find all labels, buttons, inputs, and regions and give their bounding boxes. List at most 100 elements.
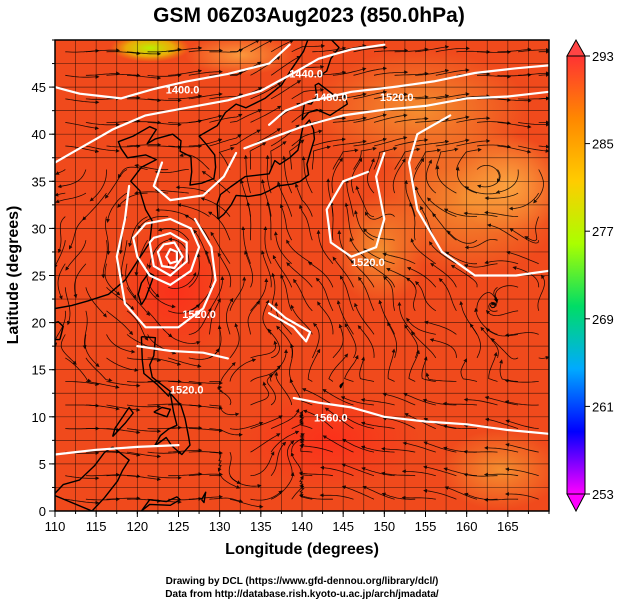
contour-line: [156, 241, 184, 270]
streamline: [55, 192, 66, 197]
streamline: [128, 216, 148, 248]
streamline: [476, 169, 501, 189]
streamline: [188, 138, 223, 147]
streamline: [444, 486, 478, 500]
streamline: [359, 356, 375, 382]
streamline: [167, 334, 201, 345]
streamline: [137, 216, 169, 230]
streamline: [270, 430, 300, 453]
streamline: [463, 211, 498, 217]
streamline: [332, 67, 367, 76]
streamline: [299, 443, 334, 453]
contour-labels: 1400.0 1440.0 1480.0 1520.0 1520.0 1520.0 1520…: [166, 69, 414, 425]
streamline: [381, 492, 416, 500]
streamline: [353, 45, 388, 53]
streamline: [250, 433, 281, 453]
streamline: [57, 169, 87, 189]
streamline: [435, 92, 470, 100]
x-tick-label: 135: [250, 519, 272, 534]
coastline: [137, 272, 155, 306]
x-tick-label: 150: [373, 519, 395, 534]
streamline: [289, 378, 313, 406]
streamline: [425, 159, 437, 194]
streamline: [353, 90, 388, 100]
streamline: [485, 328, 519, 337]
streamline: [316, 229, 334, 264]
streamline: [446, 230, 478, 244]
streamline: [101, 240, 108, 279]
streamline: [291, 129, 323, 147]
streamline: [351, 157, 363, 194]
streamline: [344, 354, 359, 382]
streamline: [105, 216, 111, 256]
streamline: [450, 264, 478, 288]
streamline: [84, 334, 100, 368]
streamline: [460, 358, 478, 382]
streamline: [126, 98, 162, 103]
streamline: [209, 428, 243, 437]
streamline: [319, 493, 354, 500]
streamline: [368, 263, 395, 288]
streamline: [373, 48, 409, 53]
streamline: [344, 202, 354, 241]
streamline: [341, 463, 375, 477]
y-tick-label: 35: [32, 174, 46, 189]
y-tick-label: 25: [32, 269, 46, 284]
streamline: [378, 299, 395, 335]
streamline: [322, 435, 354, 453]
streamline: [427, 197, 457, 217]
x-tick-label: 160: [456, 519, 478, 534]
streamline: [394, 138, 429, 147]
streamline: [435, 165, 457, 194]
streamline: [168, 94, 203, 100]
streamline: [430, 263, 457, 288]
streamline: [106, 428, 141, 435]
credit-drawing: Drawing by DCL (https://www.gfd-dennou.o…: [166, 576, 439, 587]
streamline: [406, 266, 437, 288]
streamline: [188, 114, 223, 123]
streamline: [524, 216, 540, 242]
streamline: [168, 272, 197, 289]
streamline: [147, 450, 182, 455]
streamline: [415, 94, 450, 100]
streamline: [392, 158, 406, 194]
streamline: [262, 299, 272, 335]
streamline: [442, 424, 477, 429]
colorbar-max-arrow: [566, 38, 586, 57]
streamline: [188, 404, 223, 411]
streamline: [229, 40, 260, 53]
streamline: [432, 212, 457, 241]
streamline: [230, 61, 262, 76]
streamline: [443, 208, 477, 217]
streamline: [373, 146, 398, 170]
streamline: [247, 300, 261, 335]
streamline: [301, 156, 313, 194]
colorbar-tick-label: 293: [592, 49, 614, 64]
streamline: [332, 256, 354, 288]
streamline: [286, 440, 295, 476]
streamline: [322, 389, 354, 406]
streamline: [423, 465, 457, 477]
streamline: [415, 280, 437, 312]
streamline: [410, 331, 437, 359]
streamline: [217, 252, 232, 288]
streamline: [270, 441, 287, 476]
streamline: [312, 137, 346, 147]
streamline: [286, 239, 313, 265]
streamline: [354, 302, 375, 335]
streamline: [324, 407, 354, 429]
streamline: [188, 381, 223, 386]
streamline: [85, 145, 120, 153]
streamline: [154, 188, 189, 194]
streamline: [209, 298, 221, 335]
streamline: [394, 94, 429, 100]
streamline: [249, 142, 267, 170]
y-tick-label: 10: [32, 410, 46, 425]
streamline: [484, 260, 519, 265]
streamline: [126, 142, 162, 147]
contour-line: [136, 345, 229, 360]
streamline: [495, 169, 519, 194]
streamline: [147, 287, 176, 309]
streamline: [168, 357, 202, 368]
streamline: [298, 471, 333, 477]
